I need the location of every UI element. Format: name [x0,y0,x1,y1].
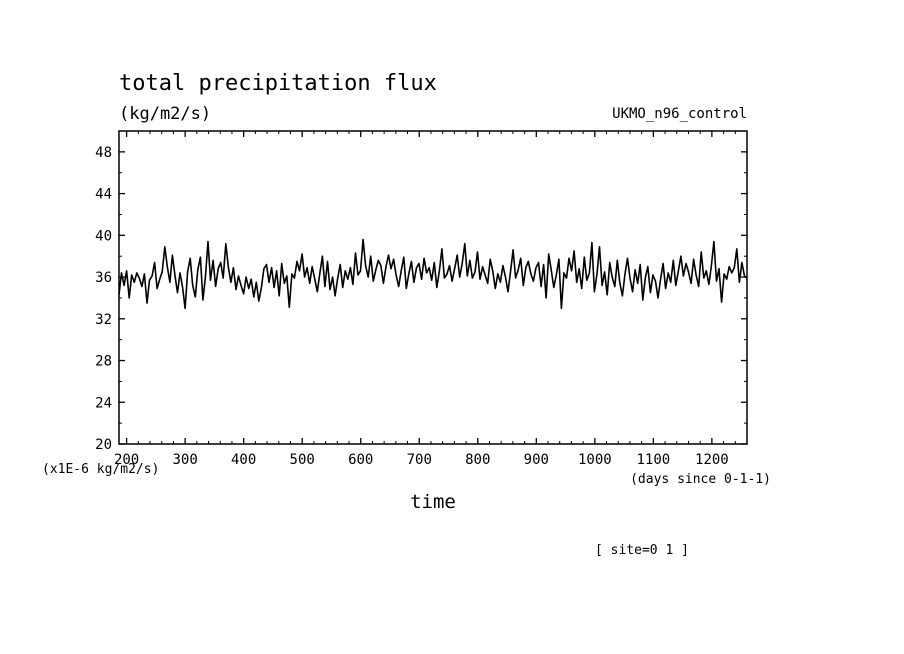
x-tick-label: 900 [524,452,549,468]
y-tick-label: 44 [95,187,112,203]
chart-title: total precipitation flux [119,71,437,96]
x-tick-label: 800 [465,452,490,468]
y-tick-label: 40 [95,228,112,244]
y-tick-label: 20 [95,437,112,453]
x-tick-label: 500 [290,452,315,468]
x-tick-label: 1000 [578,452,612,468]
x-tick-label: 200 [114,452,139,468]
y-tick-labels: 20 24 28 32 36 40 44 48 [95,145,112,453]
x-tick-label: 700 [407,452,432,468]
y-tick-label: 24 [95,395,112,411]
footnote-label: [ site=0 1 ] [595,543,689,558]
chart-subtitle: (kg/m2/s) [119,104,211,124]
y-tick-label: 36 [95,270,112,286]
x-tick-label: 1100 [636,452,670,468]
precipitation-series-line [118,238,748,310]
x-tick-label: 400 [231,452,256,468]
y-tick-label: 32 [95,312,112,328]
x-tick-label: 600 [348,452,373,468]
x-tick-label: 1200 [695,452,729,468]
y-tick-label: 28 [95,354,112,370]
x-axis-title: time [410,491,456,513]
x-tick-labels: 200 300 400 500 600 700 800 900 1000 1100 1200 [114,452,729,468]
plot-frame [118,130,748,445]
y-tick-label: 48 [95,145,112,161]
y-units-label: (x1E-6 kg/m2/s) [42,462,159,477]
dataset-label: UKMO_n96_control [612,106,747,122]
x-tick-label: 300 [172,452,197,468]
axis-ticks [119,130,748,445]
x-units-label: (days since 0-1-1) [630,472,771,487]
